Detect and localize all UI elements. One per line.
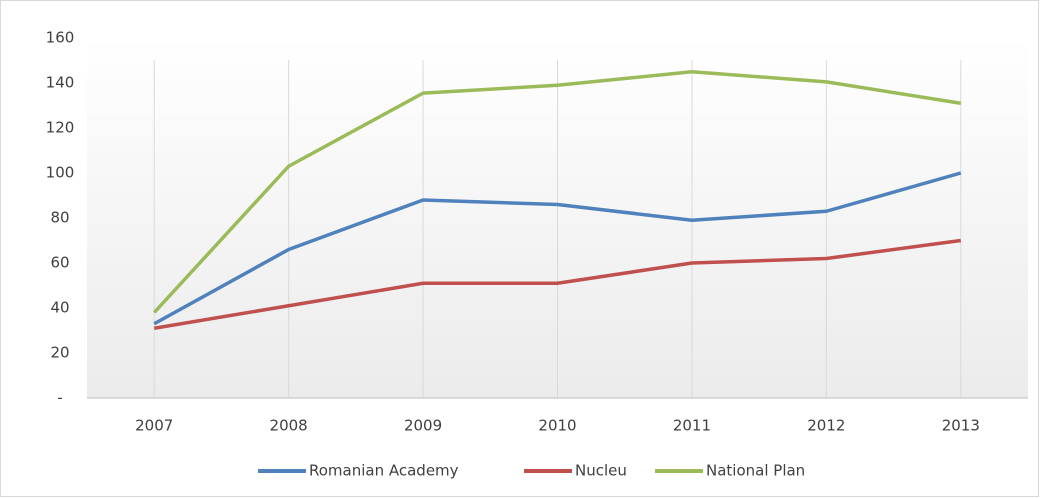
- series-line: [153, 238, 962, 330]
- x-tick-label: 2011: [673, 417, 711, 435]
- y-tick-label: -: [57, 389, 62, 407]
- y-tick-label: 20: [50, 344, 69, 362]
- legend-label: National Plan: [706, 462, 805, 480]
- x-tick-label: 2010: [538, 417, 576, 435]
- x-tick-label: 2012: [807, 417, 845, 435]
- y-tick-label: 120: [46, 119, 75, 137]
- x-tick-label: 2007: [135, 417, 173, 435]
- y-tick-label: 60: [50, 254, 69, 272]
- y-tick-label: 40: [50, 299, 69, 317]
- y-tick-label: 100: [46, 164, 75, 182]
- x-tick-label: 2008: [270, 417, 308, 435]
- legend-label: Romanian Academy: [309, 462, 459, 480]
- x-tick-label: 2013: [942, 417, 980, 435]
- legend-label: Nucleu: [575, 462, 627, 480]
- y-tick-label: 160: [46, 29, 75, 47]
- y-tick-label: 80: [50, 209, 69, 227]
- series-line: [152, 70, 962, 314]
- y-tick-label: 140: [46, 74, 75, 92]
- x-tick-label: 2009: [404, 417, 442, 435]
- series-line: [153, 171, 962, 326]
